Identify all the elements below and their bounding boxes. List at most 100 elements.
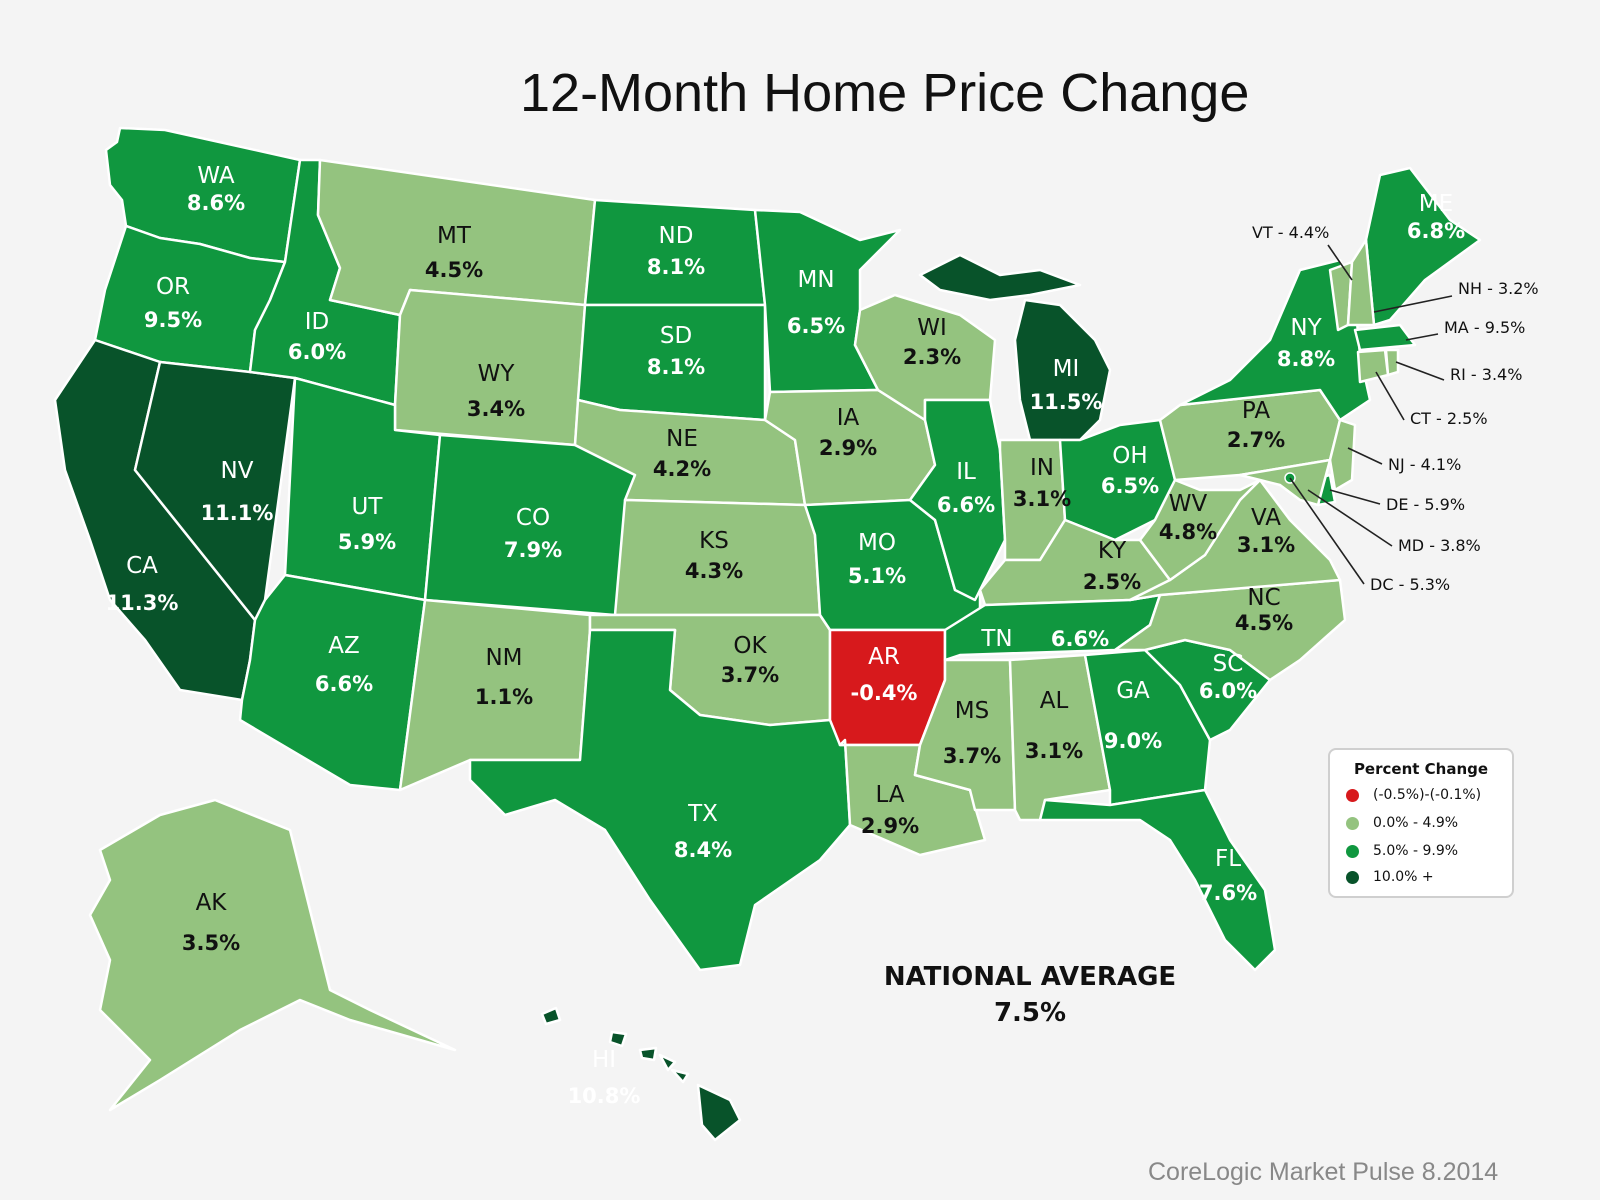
state-value-mi: 11.5%	[1030, 390, 1103, 414]
state-hi-part4	[670, 1068, 690, 1084]
callout-line-de	[1329, 489, 1381, 505]
state-value-co: 7.9%	[504, 538, 562, 562]
map-title: 12-Month Home Price Change	[520, 63, 1250, 123]
state-value-nc: 4.5%	[1235, 611, 1293, 635]
legend-swatch	[1346, 816, 1359, 830]
state-label-az: AZ	[328, 633, 360, 659]
state-hi-part2	[638, 1046, 658, 1062]
state-label-mo: MO	[858, 530, 896, 556]
state-label-co: CO	[516, 505, 550, 531]
state-label-id: ID	[305, 309, 330, 335]
state-label-ks: KS	[699, 528, 729, 554]
state-mi-part1	[918, 253, 1082, 302]
state-mi	[1013, 298, 1112, 442]
legend-swatch	[1346, 870, 1359, 884]
state-label-ms: MS	[955, 698, 989, 724]
state-value-pa: 2.7%	[1227, 428, 1285, 452]
state-value-fl: 7.6%	[1199, 881, 1257, 905]
state-value-ut: 5.9%	[338, 530, 396, 554]
state-label-ar: AR	[868, 644, 900, 670]
state-label-nc: NC	[1247, 585, 1280, 611]
state-value-mn: 6.5%	[787, 314, 845, 338]
state-value-id: 6.0%	[288, 340, 346, 364]
state-value-or: 9.5%	[144, 308, 202, 332]
state-value-nv: 11.1%	[201, 501, 274, 525]
state-value-oh: 6.5%	[1101, 474, 1159, 498]
callout-label-nh: NH - 3.2%	[1458, 279, 1539, 298]
state-value-va: 3.1%	[1237, 533, 1295, 557]
callout-label-dc: DC - 5.3%	[1370, 575, 1450, 594]
callout-line-vt	[1327, 244, 1353, 281]
state-nj	[1328, 418, 1357, 492]
state-hi-part1	[608, 1030, 628, 1048]
state-value-wa: 8.6%	[187, 191, 245, 215]
state-label-ia: IA	[837, 405, 860, 431]
state-value-la: 2.9%	[861, 814, 919, 838]
state-value-mt: 4.5%	[425, 258, 483, 282]
state-label-ne: NE	[666, 426, 698, 452]
callout-label-ma: MA - 9.5%	[1444, 318, 1525, 337]
legend-swatch	[1346, 844, 1359, 858]
state-label-ak: AK	[196, 890, 228, 916]
state-value-mo: 5.1%	[848, 564, 906, 588]
state-label-va: VA	[1251, 505, 1281, 531]
legend: Percent Change (-0.5%)-(-0.1%) 0.0% - 4.…	[1328, 748, 1514, 898]
state-label-ky: KY	[1098, 538, 1127, 564]
callout-label-vt: VT - 4.4%	[1252, 223, 1329, 242]
state-label-me: ME	[1419, 191, 1453, 217]
state-nd	[583, 198, 767, 307]
state-label-ny: NY	[1290, 315, 1322, 341]
national-average-label: NATIONAL AVERAGE	[883, 962, 1177, 992]
legend-title: Percent Change	[1353, 760, 1489, 778]
state-label-al: AL	[1040, 688, 1069, 714]
state-value-ks: 4.3%	[685, 559, 743, 583]
state-me	[1364, 166, 1482, 327]
state-value-me: 6.8%	[1407, 219, 1465, 243]
state-label-hi: HI	[592, 1047, 616, 1073]
state-value-wv: 4.8%	[1159, 520, 1217, 544]
state-value-ne: 4.2%	[653, 457, 711, 481]
legend-item-low: 0.0% - 4.9%	[1346, 812, 1458, 834]
state-value-nd: 8.1%	[647, 255, 705, 279]
callout-line-ma	[1405, 333, 1439, 341]
state-label-wa: WA	[197, 163, 234, 189]
state-value-ny: 8.8%	[1277, 347, 1335, 371]
state-value-wi: 2.3%	[903, 345, 961, 369]
state-value-tn: 6.6%	[1051, 627, 1109, 651]
state-label-wv: WV	[1169, 491, 1208, 517]
state-fl	[1038, 788, 1277, 972]
state-ak	[88, 798, 457, 1112]
legend-swatch	[1346, 788, 1359, 802]
state-value-al: 3.1%	[1025, 739, 1083, 763]
state-il	[908, 398, 1007, 602]
state-hi	[540, 1006, 562, 1026]
source-credit: CoreLogic Market Pulse 8.2014	[1148, 1158, 1499, 1186]
national-average-value: 7.5%	[993, 998, 1067, 1028]
state-label-wi: WI	[917, 315, 947, 341]
state-value-wy: 3.4%	[467, 397, 525, 421]
state-label-mi: MI	[1053, 356, 1080, 382]
state-hi-part5	[696, 1083, 742, 1142]
callout-line-ri	[1395, 361, 1445, 381]
state-value-sc: 6.0%	[1199, 679, 1257, 703]
state-md	[1238, 458, 1332, 507]
state-value-hi: 10.8%	[568, 1084, 641, 1108]
state-ct	[1356, 348, 1390, 384]
state-ma	[1353, 323, 1417, 352]
state-label-il: IL	[956, 459, 976, 485]
state-label-ca: CA	[126, 553, 158, 579]
state-value-ky: 2.5%	[1083, 570, 1141, 594]
state-label-tx: TX	[687, 801, 718, 827]
state-label-fl: FL	[1215, 846, 1241, 872]
callout-label-de: DE - 5.9%	[1386, 495, 1465, 514]
state-value-ar: -0.4%	[851, 681, 918, 705]
state-value-ca: 11.3%	[106, 591, 179, 615]
state-label-wy: WY	[478, 361, 516, 387]
state-nh	[1346, 238, 1376, 327]
state-value-nm: 1.1%	[475, 685, 533, 709]
state-label-nd: ND	[659, 223, 694, 249]
state-value-in: 3.1%	[1013, 487, 1071, 511]
state-label-mn: MN	[797, 267, 834, 293]
callout-label-ct: CT - 2.5%	[1410, 409, 1488, 428]
